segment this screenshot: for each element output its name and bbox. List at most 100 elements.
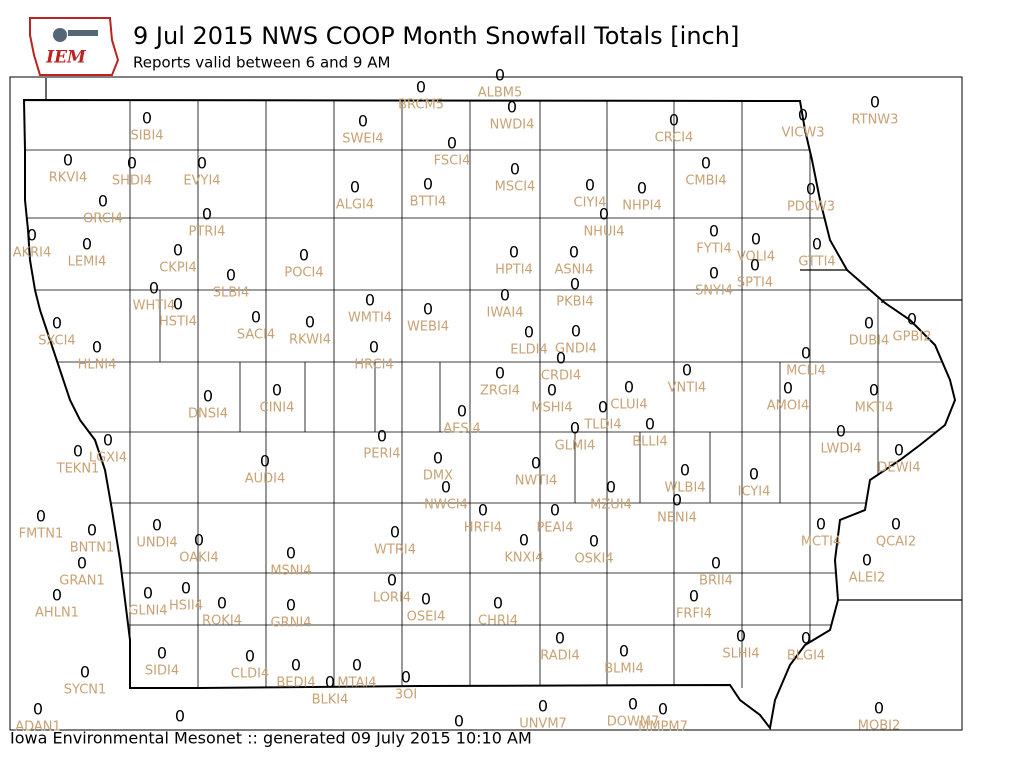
- station-value: 0: [291, 656, 301, 675]
- station-id: 3OI: [395, 688, 417, 703]
- station-value: 0: [33, 700, 43, 719]
- station-value: 0: [217, 594, 227, 613]
- station-id: PTRI4: [189, 225, 226, 240]
- station-id: GLMI4: [555, 439, 596, 454]
- station-value: 0: [52, 314, 62, 333]
- station-id: SYCN1: [64, 683, 107, 698]
- station-value: 0: [441, 478, 451, 497]
- station-id: OAKI4: [179, 551, 219, 566]
- station-value: 0: [173, 241, 183, 260]
- station-id: TEKN1: [56, 462, 100, 477]
- station-id: MZUI4: [590, 498, 632, 513]
- station-id: HLNI4: [78, 358, 117, 373]
- station-value: 0: [894, 441, 904, 460]
- station-value: 0: [423, 300, 433, 319]
- station-id: DNSI4: [188, 407, 228, 422]
- station-id: MTAI4: [337, 676, 376, 691]
- station-value: 0: [711, 554, 721, 573]
- station-id: GLNI4: [128, 604, 167, 619]
- station-id: DOWM7: [607, 715, 660, 730]
- station-value: 0: [286, 596, 296, 615]
- station-value: 0: [500, 286, 510, 305]
- station-id: BLMI4: [604, 662, 643, 677]
- station-value: 0: [87, 521, 97, 540]
- station-id: FSCI4: [434, 154, 471, 169]
- station-value: 0: [550, 501, 560, 520]
- station-value: 0: [709, 264, 719, 283]
- station-value: 0: [27, 226, 37, 245]
- station-value: 0: [194, 531, 204, 550]
- county-lines: [24, 100, 955, 688]
- station-id: CHRI4: [478, 614, 518, 629]
- station-value: 0: [891, 515, 901, 534]
- station-id: BLGI4: [787, 649, 825, 664]
- station-id: SIBI4: [130, 129, 163, 144]
- station-id: CMBI4: [685, 174, 726, 189]
- station-value: 0: [628, 695, 638, 714]
- station-value: 0: [423, 175, 433, 194]
- station-id: MSHI4: [531, 401, 572, 416]
- station-value: 0: [495, 66, 505, 85]
- station-value: 0: [173, 295, 183, 314]
- station-value: 0: [401, 668, 411, 687]
- station-id: VOLI4: [737, 250, 775, 265]
- station-id: CLUI4: [610, 398, 647, 413]
- station-id: CRCI4: [655, 131, 694, 146]
- station-value: 0: [509, 243, 519, 262]
- station-id: MMPM7: [638, 720, 688, 735]
- station-value: 0: [510, 160, 520, 179]
- station-value: 0: [547, 381, 557, 400]
- subtitle: Reports valid between 6 and 9 AM: [133, 54, 390, 72]
- station-id: SIDI4: [145, 664, 179, 679]
- station-value: 0: [92, 338, 102, 357]
- station-id: ASNI4: [555, 263, 594, 278]
- station-id: CRDI4: [541, 369, 581, 384]
- title: 9 Jul 2015 NWS COOP Month Snowfall Total…: [133, 22, 739, 50]
- station-id: NWTI4: [515, 474, 558, 489]
- station-value: 0: [433, 449, 443, 468]
- station-value: 0: [870, 93, 880, 112]
- station-id: LEMI4: [68, 255, 107, 270]
- station-id: BRCM5: [398, 98, 444, 113]
- station-value: 0: [750, 256, 760, 275]
- station-id: SLHI4: [722, 647, 759, 662]
- station-id: WLBI4: [664, 481, 705, 496]
- station-id: SNYI4: [695, 284, 733, 299]
- station-id: QCAI2: [876, 535, 916, 550]
- station-value: 0: [589, 532, 599, 551]
- station-id: ADAN1: [15, 720, 61, 735]
- station-value: 0: [77, 554, 87, 573]
- station-value: 0: [783, 379, 793, 398]
- station-id: IWAI4: [487, 306, 524, 321]
- station-value: 0: [658, 700, 668, 719]
- station-id: CINI4: [260, 401, 295, 416]
- station-id: PEAI4: [536, 521, 573, 536]
- station-value: 0: [181, 579, 191, 598]
- station-value: 0: [672, 491, 682, 510]
- station-id: RKVI4: [49, 171, 88, 186]
- station-value: 0: [570, 275, 580, 294]
- station-id: GTTI4: [798, 255, 835, 270]
- neighbor-borders: [45, 78, 962, 601]
- station-value: 0: [358, 112, 368, 131]
- station-value: 0: [555, 629, 565, 648]
- station-value: 0: [495, 364, 505, 383]
- station-id: PERI4: [363, 447, 400, 462]
- station-id: HRCI4: [354, 358, 393, 373]
- station-value: 0: [619, 642, 629, 661]
- station-value: 0: [73, 442, 83, 461]
- station-id: POCI4: [284, 266, 323, 281]
- station-value: 0: [197, 154, 207, 173]
- station-id: GRNI4: [271, 616, 312, 631]
- station-value: 0: [203, 387, 213, 406]
- station-id: SACI4: [237, 328, 275, 343]
- station-value: 0: [305, 313, 315, 332]
- station-value: 0: [869, 381, 879, 400]
- station-id: SXCI4: [38, 334, 75, 349]
- station-value: 0: [637, 179, 647, 198]
- station-id: BRII4: [699, 574, 733, 589]
- station-value: 0: [507, 98, 517, 117]
- station-id: GNDI4: [555, 342, 597, 357]
- station-id: HSTI4: [159, 315, 197, 330]
- station-id: AESI4: [443, 422, 480, 437]
